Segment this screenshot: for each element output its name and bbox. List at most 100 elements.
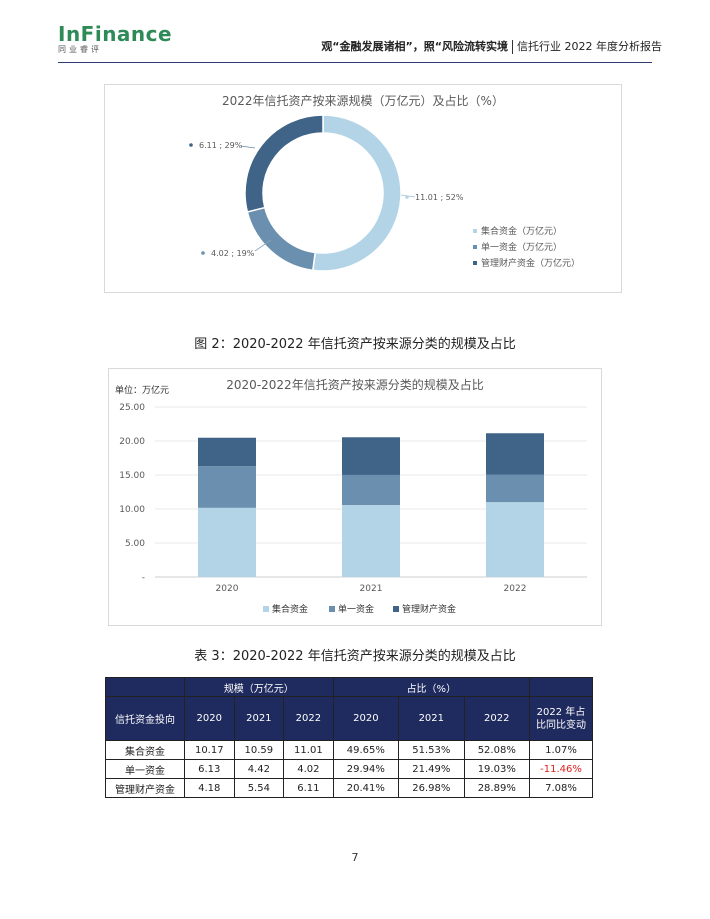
y-tick-label: 10.00 <box>119 505 145 515</box>
cell-ratio: 51.53% <box>398 740 465 760</box>
donut-slice-managed <box>244 114 324 213</box>
table-header-blank <box>529 677 593 697</box>
x-tick-label: 2021 <box>360 584 383 594</box>
page-header: InFinance 同业睿评 观“金融发展诸相”，照“风险流转实境 信托行业 20… <box>0 0 710 70</box>
table-header-ratio: 占比（%） <box>332 677 531 697</box>
cell-ratio: 19.03% <box>463 759 531 779</box>
legend-swatch-collective <box>263 606 269 612</box>
legend-swatch-managed <box>473 261 477 265</box>
bar-segment-single <box>486 474 544 503</box>
cell-scale: 4.18 <box>184 778 235 798</box>
bar-segment-single <box>198 466 256 508</box>
bar-segment-collective <box>198 507 256 577</box>
logo-text: InFinance <box>58 22 173 46</box>
table-header-year: 2022 <box>283 696 334 741</box>
row-name: 单一资金 <box>105 759 185 779</box>
stacked-bar-chart: 单位：万亿元 2020-2022年信托资产按来源分类的规模及占比 - 5.00 10… <box>115 377 587 615</box>
bar-legend-managed: 管理财产资金 <box>402 603 456 615</box>
slice-label-collective: 11.01 ; 52% <box>415 193 464 202</box>
cell-ratio: 49.65% <box>332 740 400 760</box>
donut-chart-box: 2022年信托资产按来源规模（万亿元）及占比（%） 11.01 ; 52% 4.… <box>104 84 622 293</box>
header-separator <box>512 40 513 54</box>
bar-chart-title: 2020-2022年信托资产按来源分类的规模及占比 <box>226 377 483 392</box>
legend-swatch-collective <box>473 229 477 233</box>
cell-scale: 6.11 <box>283 778 334 798</box>
cell-scale: 10.17 <box>184 740 235 760</box>
logo-subtitle: 同业睿评 <box>58 45 102 54</box>
bar-segment-single <box>342 474 400 505</box>
table-header-year: 2022 <box>463 696 531 741</box>
bar-segment-collective <box>342 504 400 577</box>
table-row: 集合资金 10.17 10.59 11.01 49.65% 51.53% 52.… <box>105 740 593 760</box>
logo: InFinance 同业睿评 <box>58 22 172 55</box>
donut-slice-collective <box>311 114 402 272</box>
x-tick-label: 2022 <box>504 584 527 594</box>
bar-segment-collective <box>486 502 544 577</box>
table-row: 单一资金 6.13 4.42 4.02 29.94% 21.49% 19.03%… <box>105 759 593 779</box>
header-title-report: 信托行业 2022 年度分析报告 <box>517 40 662 53</box>
header-rule <box>58 62 652 63</box>
table-row: 管理财产资金 4.18 5.54 6.11 20.41% 26.98% 28.8… <box>105 778 593 798</box>
leader-line <box>240 145 256 149</box>
label-marker <box>405 195 409 199</box>
bar-segment-managed <box>342 437 400 475</box>
label-marker <box>201 251 205 255</box>
donut-chart-title: 2022年信托资产按来源规模（万亿元）及占比（%） <box>222 93 504 108</box>
bar-legend-single: 单一资金 <box>338 603 374 615</box>
cell-ratio: 20.41% <box>332 778 400 798</box>
y-tick-label: - <box>142 573 145 583</box>
legend-label-managed: 管理财产资金（万亿元） <box>481 257 580 269</box>
row-name: 管理财产资金 <box>105 778 185 798</box>
label-marker <box>189 143 193 147</box>
table-header-blank <box>105 677 185 697</box>
table-header-year: 2020 <box>184 696 235 741</box>
bar-chart-unit: 单位：万亿元 <box>115 384 169 396</box>
slice-label-single: 4.02 ; 19% <box>211 249 255 258</box>
legend-swatch-single <box>329 606 335 612</box>
table-header-direction: 信托资金投向 <box>105 696 185 741</box>
header-title: 观“金融发展诸相”，照“风险流转实境 信托行业 2022 年度分析报告 <box>321 38 662 54</box>
cell-ratio: 26.98% <box>398 778 465 798</box>
cell-scale: 4.42 <box>233 759 285 779</box>
legend-label-collective: 集合资金（万亿元） <box>481 225 562 237</box>
bar-segment-managed <box>486 433 544 475</box>
bar-legend-collective: 集合资金 <box>272 603 308 615</box>
donut-chart: 2022年信托资产按来源规模（万亿元）及占比（%） 11.01 ; 52% 4.… <box>189 93 580 272</box>
table-header-year: 2021 <box>398 696 465 741</box>
cell-scale: 11.01 <box>283 740 334 760</box>
y-tick-label: 5.00 <box>125 539 145 549</box>
cell-scale: 6.13 <box>184 759 235 779</box>
page-number: 7 <box>351 851 359 864</box>
legend-swatch-managed <box>393 606 399 612</box>
x-tick-label: 2020 <box>216 584 239 594</box>
cell-change: 7.08% <box>529 778 593 798</box>
cell-change: 1.07% <box>529 740 593 760</box>
header-title-bold: 观“金融发展诸相”，照“风险流转实境 <box>321 40 508 53</box>
table-header-scale: 规模（万亿元） <box>184 677 334 697</box>
y-tick-label: 25.00 <box>119 403 145 413</box>
cell-change-negative: -11.46% <box>529 759 593 779</box>
figure-2-caption: 图 2：2020-2022 年信托资产按来源分类的规模及占比 <box>194 337 516 352</box>
leader-line <box>254 239 272 252</box>
table-3-caption: 表 3：2020-2022 年信托资产按来源分类的规模及占比 <box>194 649 516 664</box>
cell-ratio: 52.08% <box>463 740 531 760</box>
source-table: 规模（万亿元） 占比（%） 信托资金投向 2020 2021 2022 2020… <box>105 677 593 798</box>
cell-ratio: 21.49% <box>398 759 465 779</box>
table-header-year: 2021 <box>233 696 285 741</box>
cell-ratio: 28.89% <box>463 778 531 798</box>
y-tick-label: 20.00 <box>119 437 145 447</box>
cell-scale: 10.59 <box>233 740 285 760</box>
slice-label-managed: 6.11 ; 29% <box>199 141 243 150</box>
cell-scale: 5.54 <box>233 778 285 798</box>
cell-ratio: 29.94% <box>332 759 400 779</box>
bar-chart-box: 单位：万亿元 2020-2022年信托资产按来源分类的规模及占比 - 5.00 10… <box>108 368 602 626</box>
legend-label-single: 单一资金（万亿元） <box>481 241 562 253</box>
donut-slice-single <box>246 206 317 272</box>
table-header-year: 2020 <box>332 696 400 741</box>
row-name: 集合资金 <box>105 740 185 760</box>
bar-segment-managed <box>198 437 256 467</box>
y-tick-label: 15.00 <box>119 471 145 481</box>
table-header-change: 2022 年占比同比变动 <box>529 696 593 741</box>
cell-scale: 4.02 <box>283 759 334 779</box>
legend-swatch-single <box>473 245 477 249</box>
